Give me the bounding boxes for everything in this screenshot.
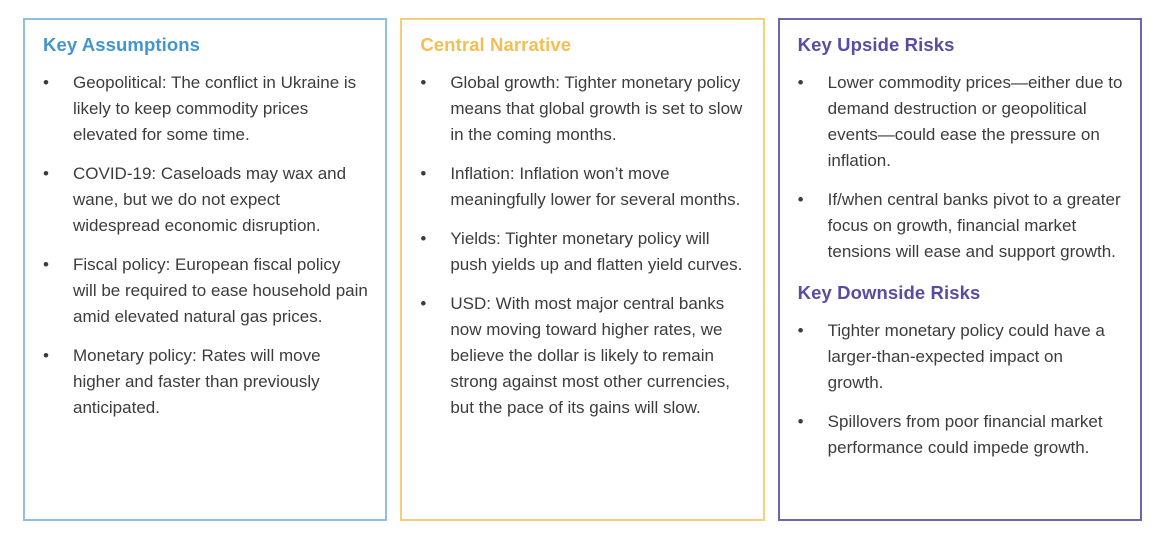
bullet-marker: • (420, 229, 427, 248)
bullet-marker: • (420, 294, 427, 313)
upside-risks-list: • Lower commodity prices—either due to d… (798, 70, 1123, 265)
bullet-text: Global growth: Tighter monetary policy m… (450, 73, 743, 144)
bullet-yields: • Yields: Tighter monetary policy will p… (420, 226, 745, 278)
bullet-marker: • (43, 164, 49, 183)
bullet-marker: • (797, 190, 804, 209)
bullet-marker: • (797, 73, 804, 92)
bullet-text: Geopolitical: The conflict in Ukraine is… (73, 73, 357, 144)
bullet-spillovers: • Spillovers from poor financial market … (798, 409, 1123, 461)
bullet-marker: • (43, 255, 49, 274)
central-narrative-heading: Central Narrative (420, 34, 572, 55)
bullet-geopolitical: • Geopolitical: The conflict in Ukraine … (43, 70, 368, 148)
bullet-text: Tighter monetary policy could have a lar… (827, 321, 1105, 392)
panel-central-narrative: Central Narrative • Global growth: Tight… (400, 18, 765, 521)
downside-risks-list: • Tighter monetary policy could have a l… (798, 318, 1123, 461)
key-assumptions-list: • Geopolitical: The conflict in Ukraine … (43, 70, 368, 421)
bullet-central-bank-pivot: • If/when central banks pivot to a great… (798, 187, 1123, 265)
bullet-text: Inflation: Inflation won’t move meaningf… (450, 164, 741, 209)
bullet-text: COVID-19: Caseloads may wax and wane, bu… (73, 164, 347, 235)
bullet-covid: • COVID-19: Caseloads may wax and wane, … (43, 161, 368, 239)
bullet-tighter-policy-impact: • Tighter monetary policy could have a l… (798, 318, 1123, 396)
key-downside-risks-heading: Key Downside Risks (797, 282, 981, 303)
bullet-global-growth: • Global growth: Tighter monetary policy… (420, 70, 745, 148)
bullet-monetary-policy: • Monetary policy: Rates will move highe… (43, 343, 368, 421)
bullet-marker: • (420, 164, 427, 183)
panel-key-assumptions: Key Assumptions • Geopolitical: The conf… (23, 18, 388, 521)
bullet-marker: • (797, 321, 804, 340)
bullet-text: Monetary policy: Rates will move higher … (73, 346, 321, 417)
key-assumptions-heading: Key Assumptions (43, 34, 201, 55)
bullet-fiscal-policy: • Fiscal policy: European fiscal policy … (43, 252, 368, 330)
central-narrative-list: • Global growth: Tighter monetary policy… (420, 70, 745, 421)
bullet-text: USD: With most major central banks now m… (450, 294, 731, 417)
bullet-text: If/when central banks pivot to a greater… (827, 190, 1121, 261)
bullet-text: Yields: Tighter monetary policy will pus… (450, 229, 743, 274)
bullet-marker: • (43, 73, 49, 92)
key-upside-risks-heading: Key Upside Risks (797, 34, 955, 55)
panel-risks: Key Upside Risks • Lower commodity price… (777, 18, 1142, 521)
bullet-text: Spillovers from poor financial market pe… (827, 412, 1103, 457)
bullet-inflation: • Inflation: Inflation won’t move meanin… (420, 161, 745, 213)
bullet-marker: • (797, 412, 804, 431)
bullet-marker: • (43, 346, 49, 365)
bullet-marker: • (420, 73, 427, 92)
bullet-lower-commodity-prices: • Lower commodity prices—either due to d… (798, 70, 1123, 174)
bullet-text: Fiscal policy: European fiscal policy wi… (73, 255, 368, 326)
bullet-text: Lower commodity prices—either due to dem… (827, 73, 1123, 170)
bullet-usd: • USD: With most major central banks now… (420, 291, 745, 421)
